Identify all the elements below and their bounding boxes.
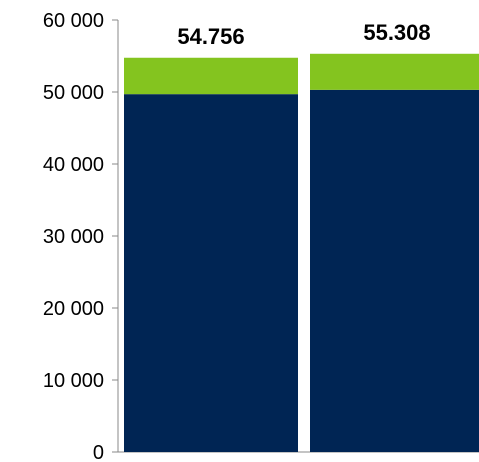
y-tick-label: 20 000	[43, 298, 104, 320]
y-tick-label: 40 000	[43, 154, 104, 176]
y-tick-label: 60 000	[43, 10, 104, 32]
bar-total-label: 54.756	[177, 24, 244, 49]
bar-segment-1-2	[124, 57, 298, 95]
total-labels: 54.756 55.308	[177, 20, 430, 49]
y-tick-label: 0	[93, 442, 104, 462]
y-tick-label: 10 000	[43, 370, 104, 392]
bar-segment-1-1	[124, 94, 298, 452]
bar-total-label: 55.308	[363, 20, 430, 45]
bar-segment-2-1	[310, 89, 479, 452]
y-tick-label: 30 000	[43, 226, 104, 248]
bar-segment-2-2	[310, 53, 479, 90]
y-tick-label: 50 000	[43, 82, 104, 104]
bars	[124, 53, 479, 452]
y-axis: 0 10 000 20 000 30 000 40 000 50 000 60 000	[43, 10, 479, 462]
